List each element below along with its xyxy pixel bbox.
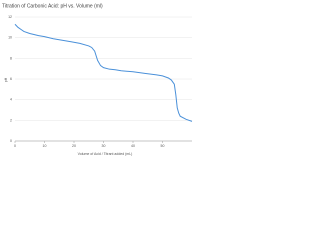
x-tick-label: 20 [72,144,76,148]
x-tick-label: 10 [43,144,47,148]
y-tick-label: 0 [10,139,12,143]
x-tick-label: 0 [14,144,16,148]
chart-title: Titration of Carbonic Acid: pH vs. Volum… [2,3,103,9]
y-tick-label: 10 [8,36,12,40]
y-tick-label: 12 [8,15,12,19]
y-tick-label: 6 [10,77,12,81]
x-tick-label: 30 [102,144,106,148]
x-axis-label: Volume of Acid / Titrant added (mL) [78,152,133,156]
data-line [14,23,193,122]
y-axis-label: pH [4,77,8,82]
y-tick-label: 2 [10,118,12,122]
chart: Titration of Carbonic Acid: pH vs. Volum… [2,3,193,156]
x-tick-label: 40 [131,144,135,148]
x-tick-label: 50 [161,144,165,148]
y-tick-label: 4 [10,98,12,102]
y-tick-label: 8 [10,56,12,60]
